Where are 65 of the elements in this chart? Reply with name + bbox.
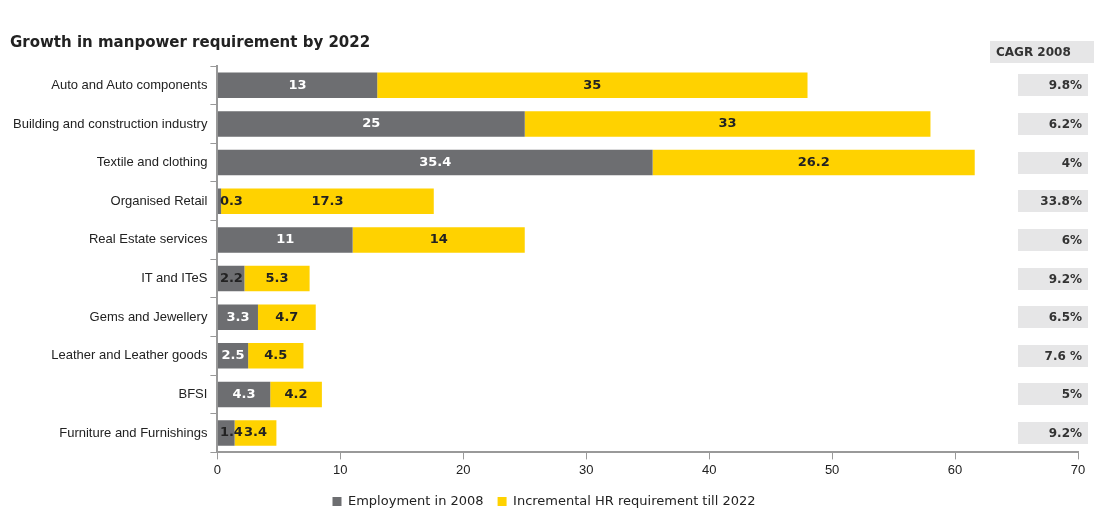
x-tick-label: 0	[213, 461, 222, 477]
chart-title: Growth in manpower requirement by 2022	[10, 32, 371, 51]
data-label: 3.4	[243, 424, 268, 440]
bar	[248, 343, 304, 369]
data-label: 4.3	[232, 385, 256, 401]
label-box: 5%	[1018, 383, 1088, 406]
bar	[217, 227, 353, 253]
data-label: 13	[288, 76, 307, 92]
data-label: 14	[429, 231, 448, 247]
data-label: 33	[718, 115, 737, 131]
data-label: 17.3	[311, 192, 344, 208]
bar	[217, 72, 378, 99]
bar	[217, 149, 653, 176]
data-label: 2.2	[219, 269, 243, 285]
bar	[217, 188, 222, 214]
y-tick-label: Auto and Auto components	[51, 76, 208, 92]
y-tick-label: Leather and Leather goods	[51, 347, 208, 363]
bar	[524, 111, 931, 137]
y-tick-label: Real Estate services	[88, 231, 208, 247]
data-label: 4.7	[275, 308, 299, 324]
data-label: 5.3	[265, 269, 289, 285]
x-tick-label: 60	[947, 461, 963, 477]
x-tick-label: 50	[824, 461, 840, 477]
label-box: 7.6 %	[1018, 344, 1088, 367]
bar	[257, 304, 316, 330]
bar	[377, 72, 808, 99]
bar	[244, 265, 310, 292]
y-tick-label: IT and ITeS	[141, 270, 208, 286]
bar	[352, 227, 525, 253]
y-tick-label: Textile and clothing	[96, 154, 208, 170]
label-box: 6.2%	[1018, 112, 1088, 135]
bar	[221, 188, 434, 214]
x-tick-label: 70	[1070, 461, 1086, 477]
data-label: 4.2	[284, 385, 308, 401]
label-box: 4%	[1018, 151, 1088, 174]
data-label: 4.5	[264, 347, 288, 363]
label-box: 9.8%	[1018, 74, 1088, 97]
bar	[652, 149, 975, 176]
x-tick-label: 10	[333, 461, 348, 477]
y-tick-label: Furniture and Furnishings	[59, 424, 208, 440]
bar	[217, 111, 525, 137]
bar	[270, 381, 322, 408]
x-tick-label: 20	[456, 461, 471, 477]
y-tick-label: Building and construction industry	[13, 115, 208, 131]
label-box: 6%	[1018, 228, 1088, 251]
x-tick-label: 30	[578, 461, 594, 477]
data-label: 11	[276, 231, 295, 247]
data-label: 3.3	[226, 308, 250, 324]
data-label: 26.2	[797, 153, 830, 169]
label-box: CAGR 2008	[990, 41, 1094, 63]
label-box: 9.2%	[1018, 422, 1088, 445]
data-label: 35	[583, 76, 602, 92]
label-box: 9.2%	[1018, 267, 1088, 290]
label-box: 33.8%	[1018, 190, 1088, 213]
legend-label: Employment in 2008	[348, 492, 484, 508]
legend-label: Incremental HR requirement till 2022	[513, 492, 756, 508]
bar	[217, 304, 258, 330]
x-tick-label: 40	[701, 461, 717, 477]
label-box: 6.5%	[1018, 306, 1088, 329]
data-label: 25	[362, 115, 381, 131]
data-label: 35.4	[419, 153, 452, 169]
y-tick-label: BFSI	[178, 386, 208, 402]
y-tick-label: Organised Retail	[110, 192, 208, 208]
y-tick-label: Gems and Jewellery	[89, 308, 208, 324]
data-label: 2.5	[221, 347, 245, 363]
